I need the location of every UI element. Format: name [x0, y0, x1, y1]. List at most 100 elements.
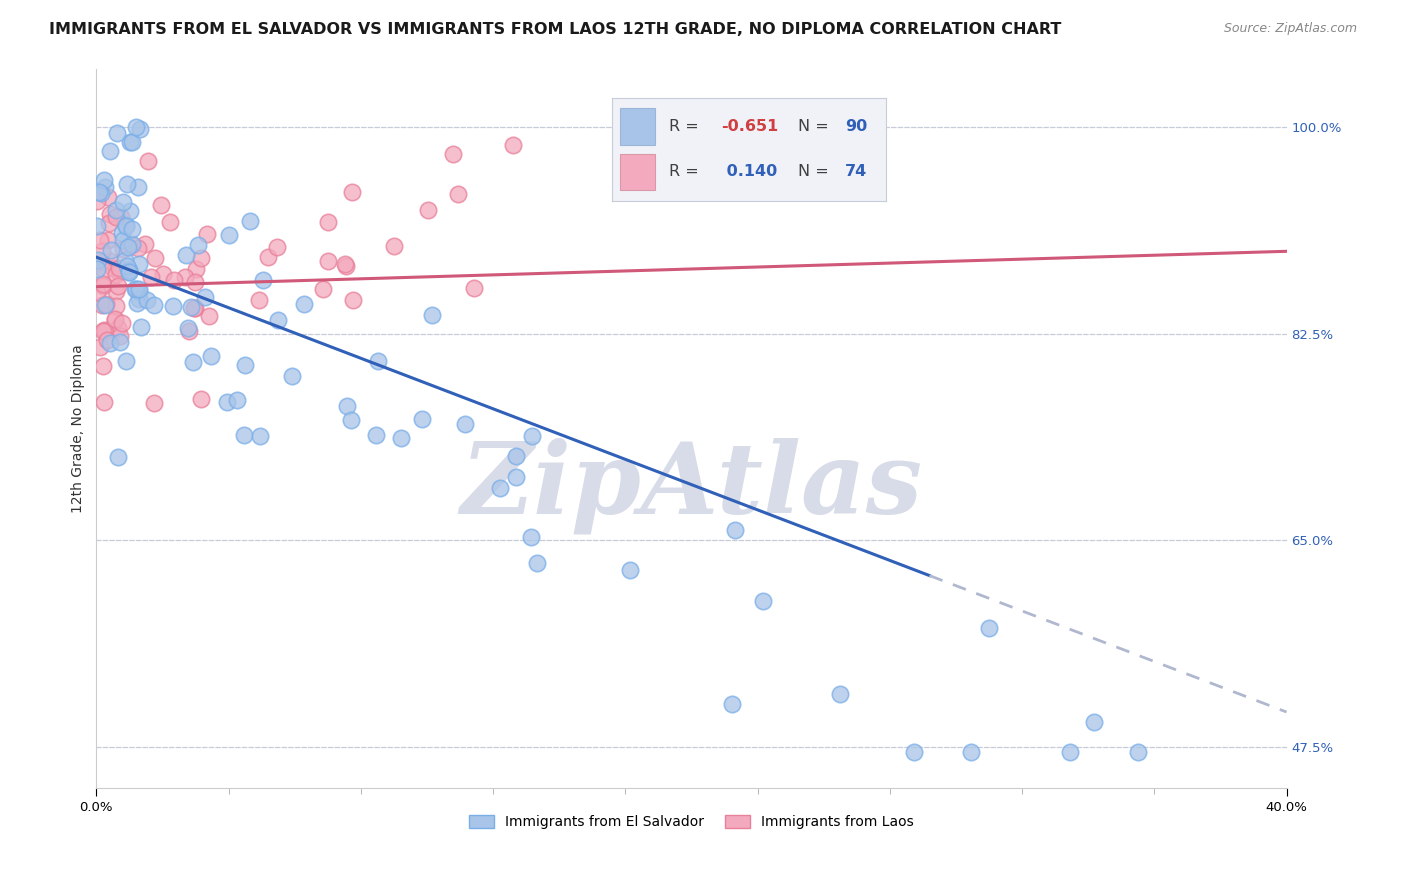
Point — [454, 417, 477, 431]
Point — [118, 204, 141, 219]
Point — [197, 309, 219, 323]
Point — [105, 126, 128, 140]
Point — [129, 319, 152, 334]
Point — [114, 252, 136, 267]
Point — [93, 263, 115, 277]
Point — [163, 273, 186, 287]
Point — [186, 262, 208, 277]
Point — [125, 120, 148, 135]
Point — [145, 251, 167, 265]
Point — [195, 227, 218, 241]
Point — [118, 265, 141, 279]
Point — [124, 282, 146, 296]
Point — [114, 354, 136, 368]
Text: Source: ZipAtlas.com: Source: ZipAtlas.com — [1223, 22, 1357, 36]
Point — [239, 214, 262, 228]
Point — [97, 216, 120, 230]
Point — [463, 281, 485, 295]
Point — [180, 300, 202, 314]
Bar — [620, 153, 655, 190]
Text: 90: 90 — [845, 120, 868, 135]
Point — [125, 296, 148, 310]
Text: N =: N = — [799, 120, 834, 135]
Point — [86, 194, 108, 208]
Point — [108, 265, 131, 279]
Point — [117, 240, 139, 254]
Point — [389, 431, 412, 445]
Point — [128, 292, 150, 306]
Point — [411, 412, 433, 426]
Point — [136, 293, 159, 308]
Point — [90, 186, 112, 200]
Point — [97, 190, 120, 204]
Point — [721, 698, 744, 712]
Point — [129, 122, 152, 136]
Point — [86, 285, 108, 300]
Point — [830, 687, 852, 701]
Point — [121, 135, 143, 149]
Point — [218, 228, 240, 243]
Point — [101, 260, 124, 275]
Point — [619, 563, 641, 577]
Point — [128, 282, 150, 296]
Point — [187, 238, 209, 252]
Point — [134, 237, 156, 252]
Point — [91, 279, 114, 293]
Point — [143, 395, 166, 409]
Point — [93, 173, 115, 187]
Point — [121, 236, 143, 251]
Text: -0.651: -0.651 — [721, 120, 779, 135]
Point — [86, 219, 108, 234]
Point — [114, 218, 136, 232]
Point — [502, 138, 524, 153]
Point — [91, 359, 114, 374]
Point — [977, 621, 1000, 635]
Point — [111, 316, 134, 330]
Point — [91, 277, 114, 292]
Point — [364, 428, 387, 442]
Point — [111, 233, 134, 247]
Point — [94, 297, 117, 311]
Point — [190, 392, 212, 406]
Point — [526, 557, 548, 571]
Point — [193, 290, 215, 304]
Point — [724, 523, 747, 537]
Point — [100, 336, 122, 351]
Point — [108, 334, 131, 349]
Text: 74: 74 — [845, 164, 868, 179]
Point — [200, 349, 222, 363]
Point — [128, 257, 150, 271]
Legend: Immigrants from El Salvador, Immigrants from Laos: Immigrants from El Salvador, Immigrants … — [464, 810, 920, 835]
Text: R =: R = — [669, 164, 704, 179]
Point — [226, 392, 249, 407]
Text: 0.140: 0.140 — [721, 164, 778, 179]
Point — [960, 746, 983, 760]
Point — [93, 179, 115, 194]
Point — [91, 324, 114, 338]
Point — [505, 469, 527, 483]
Point — [249, 428, 271, 442]
Point — [108, 260, 131, 275]
Point — [136, 154, 159, 169]
Text: N =: N = — [799, 164, 834, 179]
Point — [1059, 746, 1081, 760]
Point — [111, 242, 134, 256]
Point — [121, 238, 143, 252]
Point — [420, 308, 443, 322]
Point — [118, 265, 141, 279]
Point — [382, 238, 405, 252]
Point — [105, 267, 128, 281]
Text: ZipAtlas: ZipAtlas — [460, 437, 922, 534]
Point — [181, 355, 204, 369]
Point — [110, 210, 132, 224]
Point — [114, 219, 136, 233]
Point — [522, 428, 544, 442]
Point — [108, 329, 131, 343]
Point — [89, 233, 111, 247]
Point — [86, 262, 108, 277]
Point — [176, 247, 198, 261]
Point — [505, 449, 527, 463]
Point — [94, 324, 117, 338]
Point — [105, 299, 128, 313]
Point — [217, 395, 239, 409]
